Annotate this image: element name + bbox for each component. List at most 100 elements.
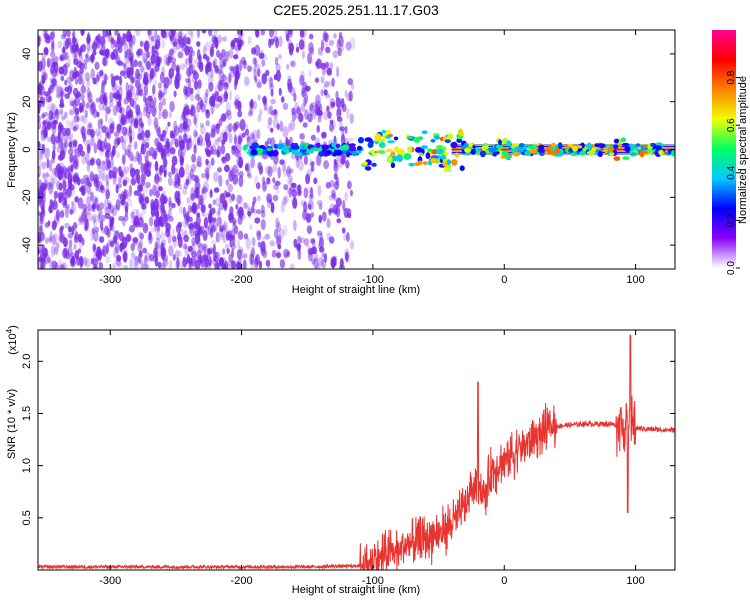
heatmap-noise-cell [62, 46, 66, 54]
heatmap-noise-cell [99, 69, 104, 77]
chart-title: C2E5.2025.251.11.17.G03 [273, 2, 439, 18]
colorbar-ticks: 0.0 0.2 0.4 0.6 0.8 [726, 70, 740, 275]
heatmap-noise-cell [322, 31, 328, 41]
heatmap-noise-cell [205, 120, 210, 127]
heatmap-signal-cell [393, 136, 399, 141]
heatmap-noise-cell [67, 172, 73, 185]
heatmap-noise-cell [52, 172, 58, 184]
heatmap-noise-cell [331, 77, 335, 87]
heatmap-noise-cell [72, 72, 79, 79]
heatmap-noise-cell [169, 147, 176, 155]
heatmap-noise-cell [217, 79, 223, 92]
heatmap-noise-cell [120, 165, 127, 178]
heatmap-noise-cell [92, 198, 97, 206]
heatmap-noise-cell [278, 87, 282, 96]
heatmap-noise-cell [310, 161, 315, 167]
heatmap-noise-cell [87, 91, 93, 103]
heatmap-noise-cell [231, 146, 236, 155]
heatmap-noise-cell [194, 259, 201, 269]
heatmap-signal-cell [346, 150, 351, 158]
heatmap-noise-cell [185, 163, 190, 176]
heatmap-noise-cell [293, 238, 298, 248]
heatmap-noise-cell [271, 249, 277, 258]
heatmap-noise-cell [171, 163, 176, 175]
heatmap-noise-cell [99, 140, 106, 153]
heatmap-noise-cell [158, 108, 162, 120]
heatmap-noise-cell [122, 264, 129, 269]
heatmap-noise-cell [65, 119, 71, 128]
heatmap-signal-cell [374, 137, 380, 142]
heatmap-noise-cell [71, 36, 77, 44]
heatmap-noise-cell [124, 53, 130, 64]
heatmap-noise-cell [159, 215, 164, 227]
heatmap-noise-cell [128, 227, 134, 233]
heatmap-noise-cell [347, 180, 352, 190]
heatmap-noise-cell [44, 126, 48, 138]
heatmap-noise-cell [252, 196, 257, 204]
heatmap-noise-cell [160, 231, 166, 242]
heatmap-signal-cell [450, 141, 458, 149]
heatmap-signal-cell [501, 150, 509, 156]
heatmap-noise-cell [234, 94, 241, 106]
heatmap-noise-cell [157, 261, 162, 269]
heatmap-noise-cell [274, 56, 279, 66]
heatmap-noise-cell [347, 78, 354, 86]
heatmap-noise-cell [81, 156, 87, 165]
heatmap-noise-cell [100, 219, 104, 232]
spectrogram-x-ticks: -300 -200 -100 0 100 [99, 30, 645, 286]
heatmap-noise-cell [108, 220, 114, 228]
heatmap-noise-cell [174, 249, 179, 260]
heatmap-noise-cell [247, 163, 252, 172]
heatmap-noise-cell [88, 181, 92, 188]
heatmap-noise-cell [39, 227, 44, 237]
heatmap-noise-cell [50, 78, 56, 88]
heatmap-noise-cell [318, 203, 323, 210]
heatmap-noise-cell [143, 40, 150, 52]
heatmap-noise-cell [123, 71, 129, 79]
heatmap-noise-cell [84, 216, 88, 228]
heatmap-noise-cell [253, 68, 257, 81]
heatmap-noise-cell [197, 79, 202, 90]
heatmap-noise-cell [134, 119, 138, 126]
heatmap-noise-cell [210, 47, 214, 58]
heatmap-noise-cell [266, 137, 272, 145]
heatmap-noise-cell [182, 36, 188, 47]
heatmap-noise-cell [72, 126, 78, 132]
heatmap-noise-cell [86, 144, 91, 154]
heatmap-noise-cell [350, 240, 354, 250]
heatmap-noise-cell [51, 177, 55, 190]
heatmap-noise-cell [217, 207, 221, 216]
heatmap-noise-cell [110, 263, 116, 269]
heatmap-noise-cell [277, 166, 281, 179]
x-tick-label: -100 [362, 274, 384, 286]
heatmap-noise-cell [158, 186, 163, 192]
heatmap-noise-cell [64, 51, 69, 60]
heatmap-signal-cell [425, 152, 431, 160]
heatmap-noise-cell [243, 233, 249, 240]
heatmap-noise-cell [73, 140, 78, 148]
heatmap-noise-cell [92, 213, 99, 223]
heatmap-noise-cell [316, 200, 323, 206]
heatmap-noise-cell [217, 34, 222, 44]
heatmap-noise-cell [123, 251, 128, 263]
heatmap-noise-cell [72, 160, 78, 170]
heatmap-noise-cell [298, 39, 305, 51]
heatmap-noise-cell [73, 195, 80, 205]
heatmap-noise-cell [160, 145, 166, 156]
spectrogram-x-label: Height of straight line (km) [292, 284, 420, 296]
heatmap-noise-cell [237, 110, 243, 118]
heatmap-noise-cell [143, 96, 147, 103]
heatmap-noise-cell [267, 166, 273, 177]
heatmap-noise-cell [84, 109, 89, 118]
heatmap-noise-cell [126, 233, 131, 243]
heatmap-noise-cell [119, 242, 126, 250]
heatmap-noise-cell [192, 204, 196, 214]
heatmap-noise-cell [137, 259, 143, 265]
heatmap-noise-cell [198, 139, 204, 147]
heatmap-noise-cell [309, 186, 314, 199]
heatmap-noise-cell [92, 203, 96, 210]
heatmap-noise-cell [80, 214, 86, 226]
heatmap-noise-cell [314, 77, 320, 83]
heatmap-noise-cell [336, 218, 342, 224]
heatmap-noise-cell [147, 30, 152, 36]
